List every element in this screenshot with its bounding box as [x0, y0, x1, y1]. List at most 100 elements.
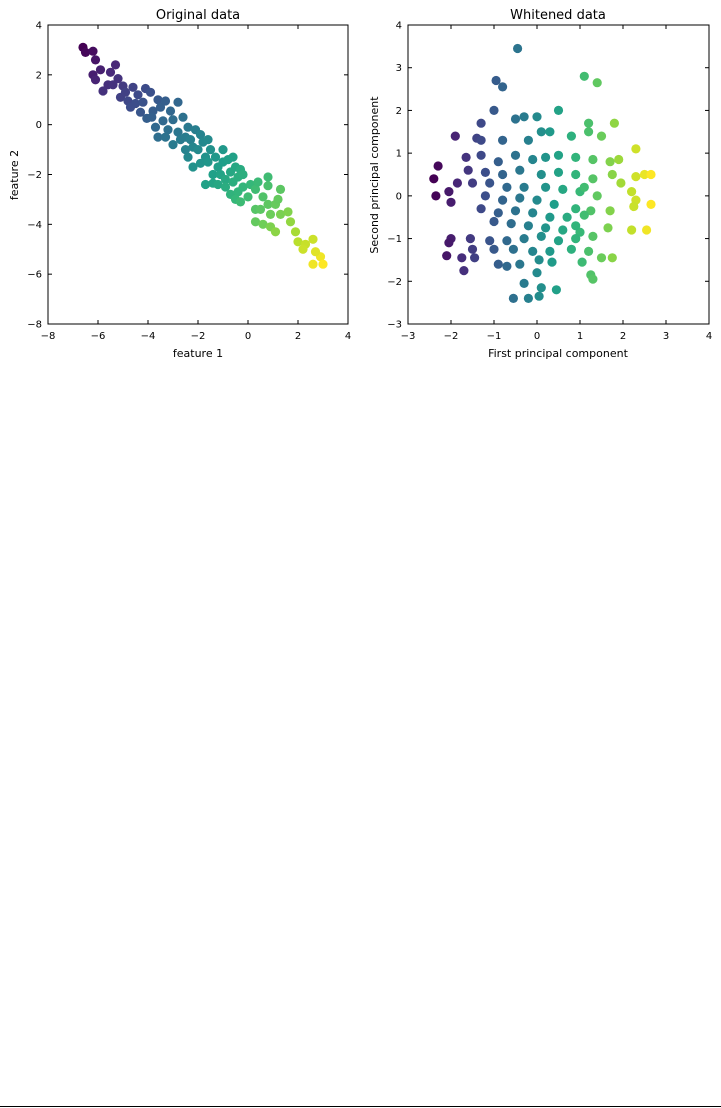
scatter-point: [515, 165, 525, 175]
scatter-point: [627, 187, 637, 197]
scatter-point: [160, 132, 171, 142]
scatter-point: [508, 293, 518, 303]
scatter-point: [275, 184, 286, 194]
scatter-point: [519, 278, 529, 288]
scatter-point: [536, 283, 546, 293]
scatter-point: [489, 105, 499, 115]
scatter-point: [155, 102, 166, 112]
x-tick-label: 1: [577, 331, 583, 342]
x-tick-label: 2: [295, 331, 301, 342]
scatter-point: [308, 234, 318, 244]
y-tick-label: 3: [396, 63, 402, 74]
x-axis-ticks: −8 −6 −4 −2 0 2 4: [41, 25, 351, 342]
scatter-point: [510, 114, 521, 124]
scatter-point: [210, 152, 221, 162]
scatter-point: [629, 201, 639, 212]
scatter-point: [588, 231, 598, 241]
scatter-point: [467, 178, 478, 188]
scatter-point: [203, 135, 213, 145]
scatter-point: [577, 257, 587, 267]
scatter-point: [480, 191, 490, 201]
scatter-point: [586, 206, 596, 216]
scatter-point: [541, 223, 551, 233]
y-tick-label: −4: [27, 220, 42, 231]
x-tick-label: −3: [401, 331, 416, 342]
scatter-point: [532, 195, 542, 205]
scatter-point: [173, 97, 183, 107]
scatter-point: [90, 75, 101, 85]
scatter-point: [605, 157, 615, 167]
scatter-point: [88, 46, 98, 56]
scatter-point: [450, 131, 460, 141]
scatter-point: [290, 227, 301, 237]
scatter-point: [138, 97, 148, 107]
scatter-point: [238, 182, 248, 192]
scatter-point: [195, 158, 206, 168]
scatter-point: [588, 174, 598, 184]
scatter-point: [250, 217, 261, 227]
y-tick-label: −2: [27, 170, 42, 181]
scatter-point: [584, 246, 594, 256]
scatter-point: [498, 135, 508, 145]
scatter-point: [265, 209, 276, 219]
scatter-point: [646, 199, 656, 209]
scatter-point: [532, 112, 542, 122]
scatter-point: [263, 172, 273, 182]
scatter-point: [489, 216, 499, 227]
scatter-point: [178, 112, 188, 122]
scatter-point: [534, 291, 544, 301]
y-axis-label: Second principal component: [368, 96, 381, 254]
scatter-point: [220, 182, 231, 192]
scatter-point: [200, 179, 211, 190]
scatter-point: [258, 192, 268, 202]
y-tick-label: 2: [396, 106, 402, 117]
scatter-point: [145, 87, 156, 97]
scatter-point: [433, 161, 443, 171]
scatter-point: [579, 182, 589, 192]
scatter-point: [429, 174, 439, 184]
scatter-point: [596, 131, 607, 141]
scatter-point: [605, 206, 615, 216]
scatter-point: [444, 187, 454, 197]
scatter-point: [220, 174, 231, 185]
scatter-point: [541, 152, 551, 162]
y-tick-label: −8: [27, 320, 42, 331]
scatter-points: [78, 42, 328, 269]
scatter-point: [485, 236, 495, 246]
scatter-point: [551, 285, 562, 295]
scatter-point: [293, 237, 303, 247]
x-tick-label: 0: [245, 331, 251, 342]
whitened-data-plot: Whitened data −3 −2 −1 0 1 2 3 4 −3 −2 −1 0 1 2 3 4 Fi…: [368, 8, 712, 360]
scatter-point: [298, 244, 308, 254]
scatter-point: [553, 150, 564, 160]
scatter-point: [203, 157, 213, 167]
scatter-point: [571, 204, 581, 214]
scatter-point: [493, 208, 503, 218]
scatter-point: [579, 210, 589, 220]
x-tick-label: −8: [41, 331, 56, 342]
scatter-point: [508, 244, 518, 254]
y-axis-ticks: −8 −6 −4 −2 0 2 4: [27, 21, 348, 331]
scatter-point: [308, 259, 318, 269]
x-tick-label: 0: [534, 331, 540, 342]
scatter-point: [457, 253, 467, 263]
x-tick-label: −1: [487, 331, 502, 342]
scatter-point: [270, 227, 281, 237]
scatter-point: [607, 253, 617, 263]
x-tick-label: 4: [345, 331, 351, 342]
scatter-point: [128, 82, 138, 92]
scatter-point: [528, 246, 538, 256]
y-tick-label: −3: [387, 320, 402, 331]
scatter-point: [510, 150, 521, 160]
scatter-point: [515, 193, 525, 203]
scatter-point: [541, 182, 551, 192]
scatter-point: [534, 255, 544, 265]
scatter-point: [283, 207, 293, 217]
scatter-point: [549, 199, 559, 209]
scatter-point: [243, 192, 253, 202]
scatter-point: [195, 130, 206, 140]
scatter-point: [110, 60, 121, 70]
scatter-point: [584, 118, 594, 128]
x-tick-label: 4: [706, 331, 712, 342]
